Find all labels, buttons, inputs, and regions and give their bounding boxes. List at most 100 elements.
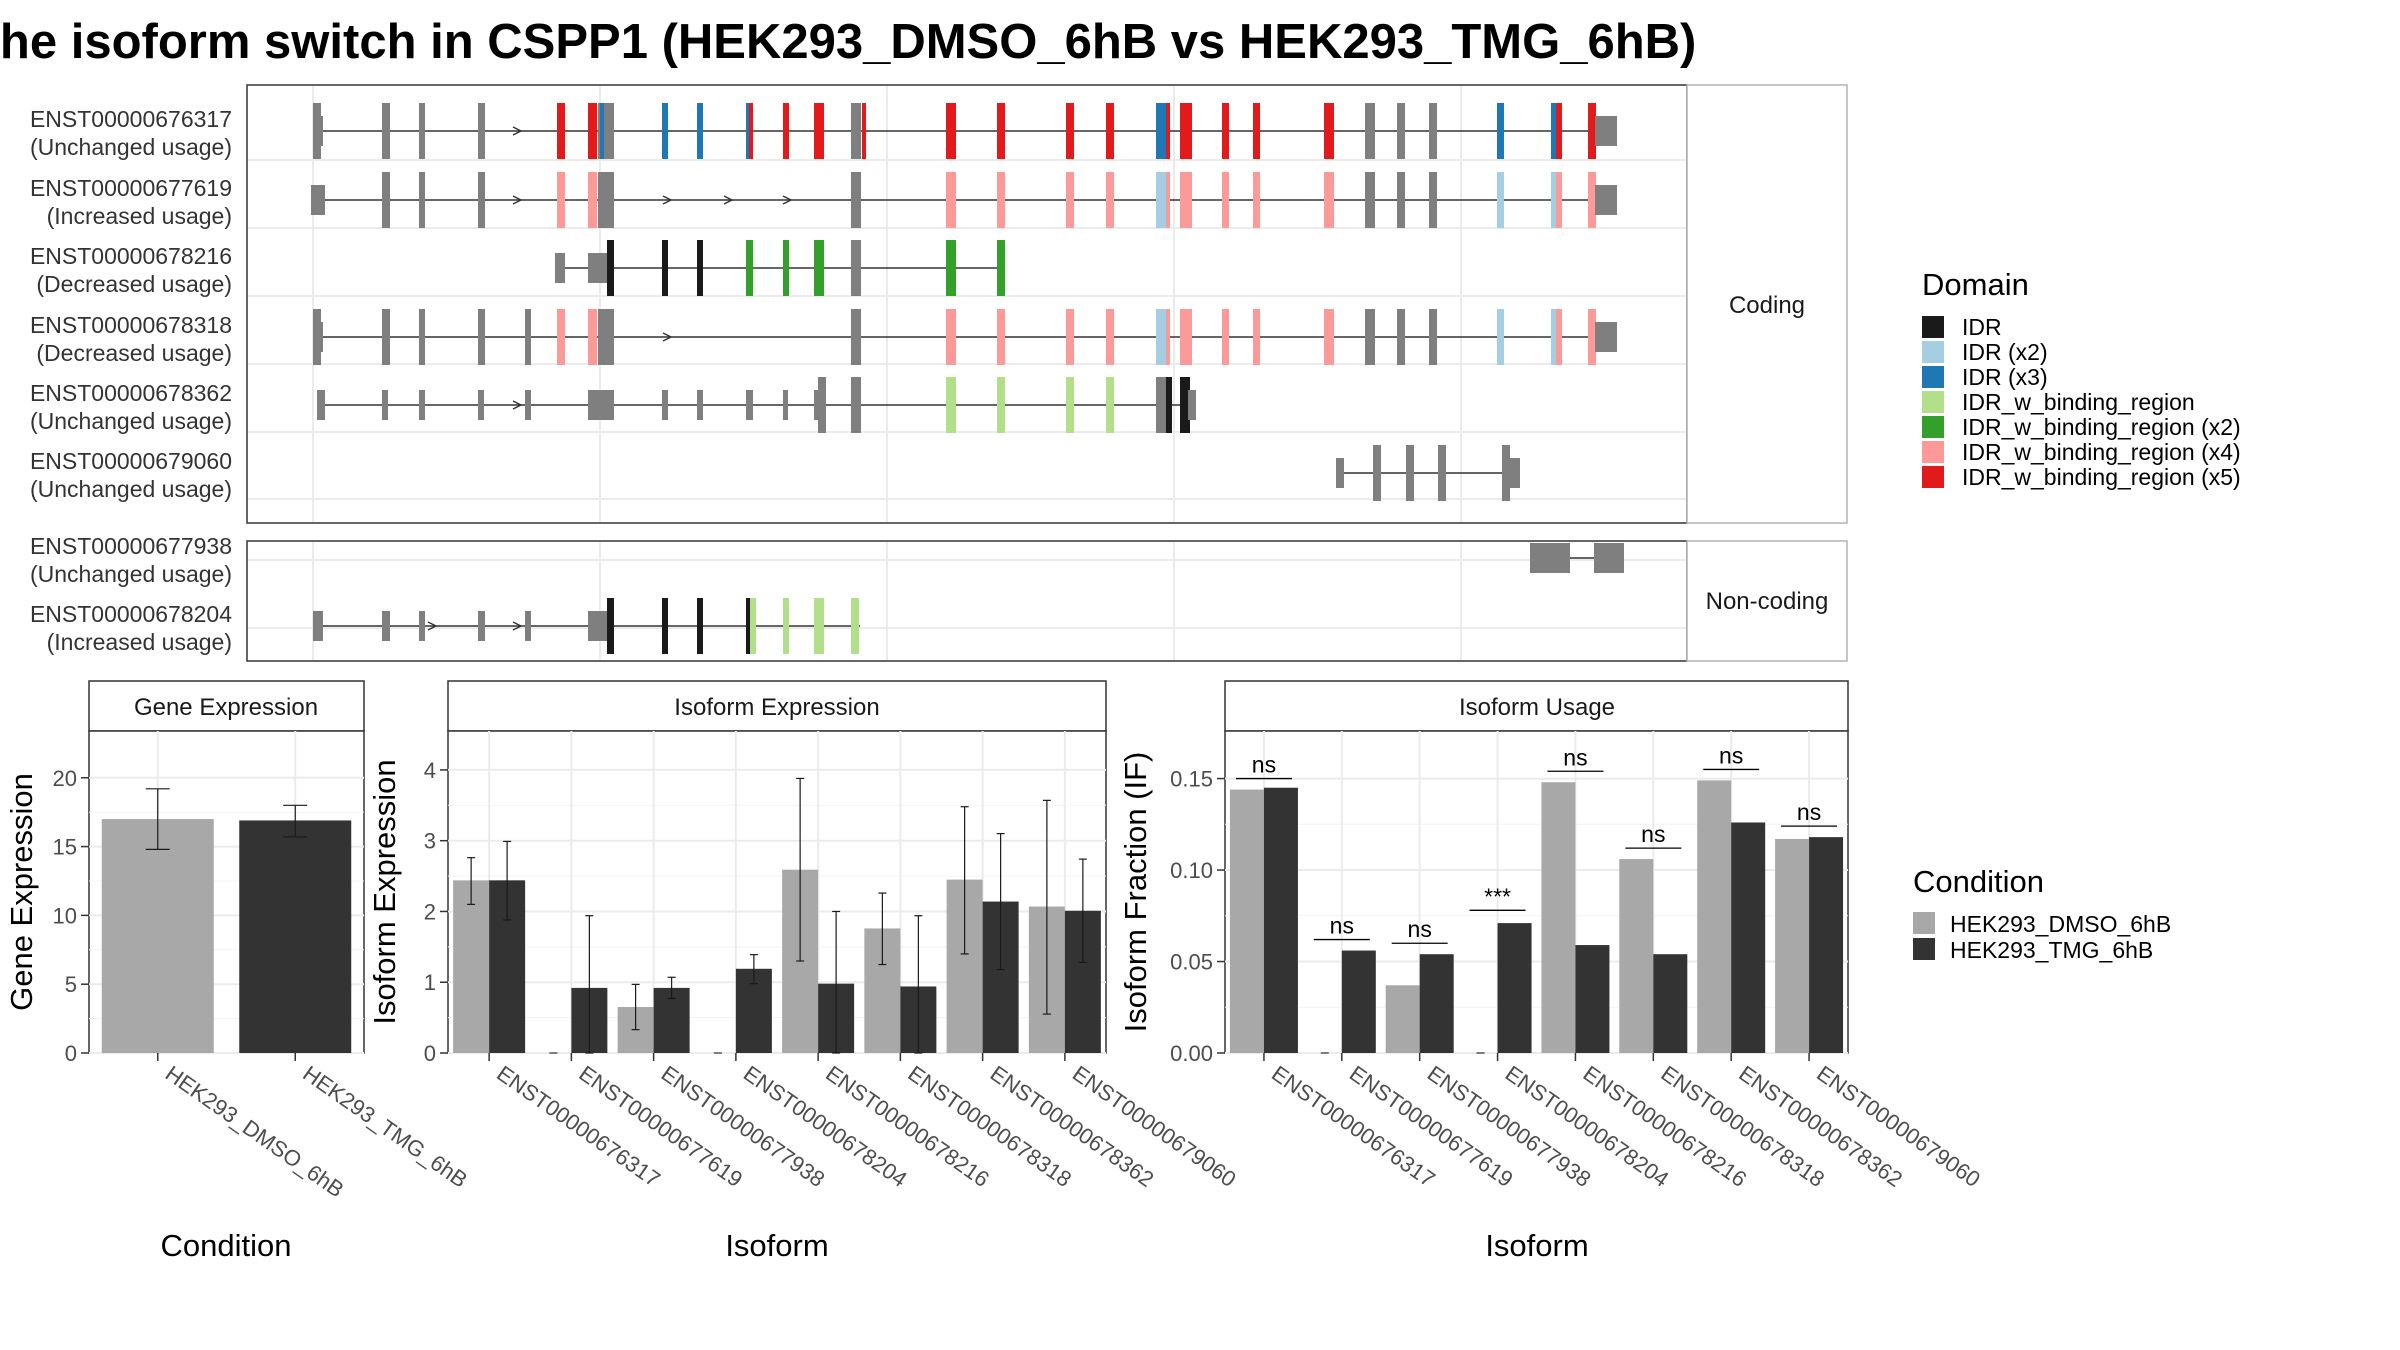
transcript-id-label: ENST00000678204: [30, 601, 232, 627]
domain-exon: [1166, 377, 1172, 433]
significance-label: ns: [1797, 799, 1821, 825]
intron-arrow: [662, 332, 673, 342]
domain-exon: [1222, 172, 1229, 228]
domain-exon: [997, 309, 1005, 365]
transcript-usage-label: (Increased usage): [47, 629, 232, 655]
intron-arrow: [782, 195, 793, 205]
domain-legend-label: IDR (x2): [1962, 339, 2048, 365]
domain-exon: [946, 172, 956, 228]
bar: [1541, 782, 1576, 1053]
domain-exon: [783, 598, 789, 654]
domain-exon: [1588, 309, 1596, 365]
transcript-usage-label: (Unchanged usage): [30, 134, 232, 160]
exon: [662, 390, 668, 420]
transcript-usage-label: (Unchanged usage): [30, 408, 232, 434]
domain-legend-swatch: [1922, 366, 1944, 388]
transcript-id-label: ENST00000678362: [30, 380, 232, 406]
y-tick-label: 1: [424, 970, 436, 995]
intron-arrow: [512, 400, 523, 410]
exon: [382, 103, 390, 159]
domain-exon: [557, 172, 565, 228]
isoform-usage-strip: [1224, 680, 1849, 732]
significance-label: ns: [1563, 744, 1587, 770]
gene-expression-strip: [88, 680, 365, 732]
domain-exon: [1253, 309, 1260, 365]
domain-legend-title: Domain: [1922, 267, 2029, 302]
exon: [1397, 172, 1405, 228]
isoform-expression-panel: Isoform Expression 01234ENST00000676317E…: [367, 680, 1241, 1263]
intron-arrow: [512, 621, 523, 631]
transcript-id-label: ENST00000677938: [30, 533, 232, 559]
isoform-usage-ylabel: Isoform Fraction (IF): [1118, 752, 1153, 1033]
domain-exon: [697, 240, 703, 296]
exon: [382, 309, 390, 365]
domain-legend-swatch: [1922, 391, 1944, 413]
domain-exon: [1551, 103, 1559, 159]
bar: [1341, 950, 1376, 1053]
transcript-id-label: ENST00000678216: [30, 243, 232, 269]
exon: [1595, 185, 1617, 215]
domain-exon: [1497, 172, 1504, 228]
domain-exon: [997, 377, 1005, 433]
exon: [382, 611, 390, 641]
significance-label: ***: [1484, 883, 1511, 909]
domain-legend-label: IDR_w_binding_region (x2): [1962, 414, 2241, 440]
figure-title: The isoform switch in CSPP1 (HEK293_DMSO…: [0, 15, 1696, 69]
domain-exon: [1551, 172, 1559, 228]
significance-label: ns: [1252, 752, 1276, 778]
domain-exon: [557, 103, 565, 159]
transcript-row-ENST00000678318: [313, 309, 1617, 365]
domain-exon: [1106, 172, 1114, 228]
domain-exon: [1324, 309, 1334, 365]
exon: [598, 309, 614, 365]
exon: [419, 103, 425, 159]
domain-exon: [1066, 309, 1074, 365]
domain-legend-swatch: [1922, 316, 1944, 338]
transcript-usage-label: (Decreased usage): [36, 340, 232, 366]
bar: [1385, 985, 1420, 1053]
domain-exon: [1588, 103, 1596, 159]
noncoding-strip: [1686, 540, 1848, 662]
bar: [1697, 780, 1732, 1053]
domain-exon: [814, 240, 824, 296]
exon: [1429, 103, 1437, 159]
exon: [1397, 103, 1405, 159]
exon: [1594, 543, 1624, 573]
exon: [317, 390, 325, 420]
exon: [478, 309, 485, 365]
domain-exon: [1556, 309, 1562, 365]
exon: [1595, 322, 1617, 352]
domain-exon: [1253, 172, 1260, 228]
domain-exon: [997, 103, 1005, 159]
exon: [311, 185, 325, 215]
exon: [419, 390, 425, 420]
exon: [1429, 172, 1437, 228]
significance-label: ns: [1719, 742, 1743, 768]
transcript-row-ENST00000677938: [1530, 543, 1624, 573]
y-tick-label: 2: [424, 899, 436, 924]
y-tick-label: 0: [65, 1041, 77, 1066]
transcript-id-label: ENST00000676317: [30, 106, 232, 132]
domain-exon: [1166, 172, 1170, 228]
intron-arrow: [512, 195, 523, 205]
exon: [1365, 103, 1375, 159]
bar: [1619, 859, 1654, 1053]
domain-exon: [1180, 309, 1192, 365]
domain-exon: [1551, 309, 1559, 365]
exon: [419, 611, 425, 641]
exon: [1438, 445, 1446, 501]
domain-exon: [1106, 103, 1114, 159]
gene-expression-title: Gene Expression: [134, 694, 318, 721]
exon: [1406, 445, 1414, 501]
bar: [1229, 789, 1264, 1053]
domain-exon: [946, 377, 956, 433]
domain-exon: [1497, 103, 1504, 159]
transcript-structure-panel: ENST00000676317(Unchanged usage)ENST0000…: [30, 84, 1848, 662]
exon: [851, 309, 861, 365]
legend-label-tmg: HEK293_TMG_6hB: [1950, 937, 2153, 963]
exon: [1365, 309, 1375, 365]
transcript-usage-label: (Unchanged usage): [30, 476, 232, 502]
bar: [1653, 954, 1688, 1053]
domain-legend-label: IDR: [1962, 314, 2002, 340]
bar: [1497, 923, 1532, 1053]
